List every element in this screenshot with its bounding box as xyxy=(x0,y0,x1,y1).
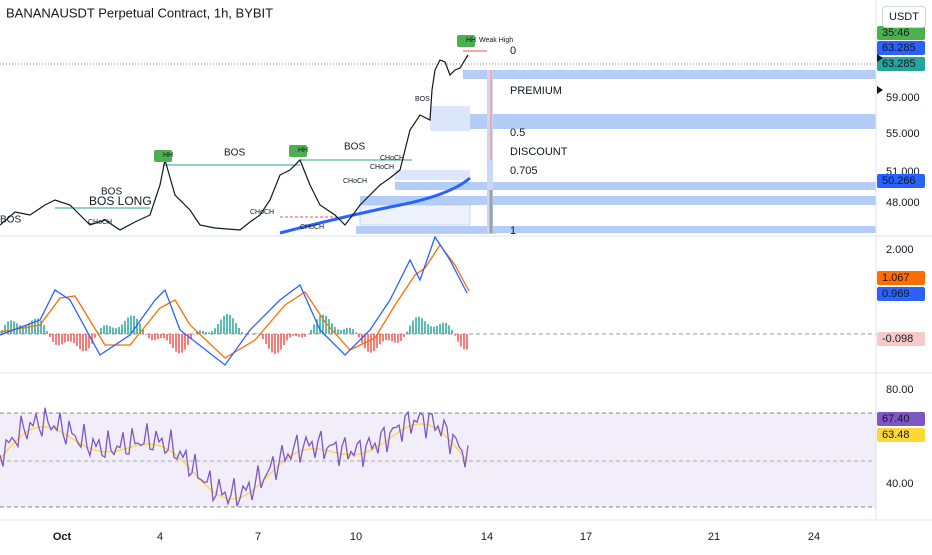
fib-label: DISCOUNT xyxy=(510,146,568,158)
rsi-label: 40.00 xyxy=(886,478,914,490)
ob-box xyxy=(359,204,471,226)
fib-label: PREMIUM xyxy=(510,85,562,97)
signal-line xyxy=(0,243,470,359)
price-tag: 63.285 xyxy=(882,42,916,54)
time-label: 14 xyxy=(481,531,493,543)
fib-box xyxy=(463,70,876,79)
annotation: BOS xyxy=(0,215,21,226)
hh-badge xyxy=(154,150,172,162)
fib-box xyxy=(356,226,876,233)
time-label: Oct xyxy=(53,531,72,543)
chart-title: BANANAUSDT Perpetual Contract, 1h, BYBIT xyxy=(6,5,273,20)
rsi-ma-tag-bg xyxy=(877,428,925,442)
annotation: CHoCH xyxy=(250,209,274,216)
annotation: CHoCH xyxy=(300,224,324,231)
annotation: BOS LONG xyxy=(89,194,152,208)
ma-tag: 50.266 xyxy=(882,175,916,187)
price-series xyxy=(0,54,469,231)
annotation: CHoCH xyxy=(370,164,394,171)
fib-box xyxy=(430,114,876,129)
price-label: 59.000 xyxy=(886,92,920,104)
time-label: 24 xyxy=(808,531,820,543)
rsi-label: 80.00 xyxy=(886,384,914,396)
price-label: 55.000 xyxy=(886,128,920,140)
rsi-line xyxy=(0,407,469,507)
annotation: HH xyxy=(298,147,308,154)
time-label: 21 xyxy=(708,531,720,543)
annotation: BOS xyxy=(224,148,245,159)
arrow xyxy=(877,54,883,62)
time-label: 17 xyxy=(580,531,592,543)
annotation: Weak High xyxy=(479,37,513,44)
countdown-tag-bg xyxy=(877,26,925,40)
time-label: 10 xyxy=(350,531,362,543)
fib-label: 1 xyxy=(510,225,516,237)
annotation: HH xyxy=(466,37,476,44)
ob-box xyxy=(395,170,470,180)
price-tag-bg xyxy=(877,41,925,55)
hist-tag: -0.098 xyxy=(882,333,913,345)
hh-badge xyxy=(457,35,475,47)
countdown-tag: 35:46 xyxy=(882,27,910,39)
annotation: HH xyxy=(163,152,173,159)
macd-tag: 0.969 xyxy=(882,288,910,300)
annotation: CHoCH xyxy=(380,155,404,162)
fib-label: 0 xyxy=(510,45,516,57)
fib-label: 0.705 xyxy=(510,165,538,177)
fib-box xyxy=(360,196,876,205)
annotation: CHoCH xyxy=(343,178,367,185)
price-label: 48.000 xyxy=(886,197,920,209)
macd-tag-bg xyxy=(877,287,925,301)
hist-tag-bg xyxy=(877,332,925,346)
annotation: BOS xyxy=(415,96,430,103)
time-label: 4 xyxy=(157,531,163,543)
annotation: BOS xyxy=(344,142,365,153)
signal-tag: 1.067 xyxy=(882,272,910,284)
price-tag: 63.285 xyxy=(882,58,916,70)
rsi-ma-tag: 63.48 xyxy=(882,429,910,441)
annotation: BOS xyxy=(101,187,122,198)
signal-tag-bg xyxy=(877,271,925,285)
fib-box xyxy=(395,182,876,190)
arrow xyxy=(877,86,883,94)
rsi-tag: 67.40 xyxy=(882,413,910,425)
macd-label: 2.000 xyxy=(886,244,914,256)
annotation: CHoCH xyxy=(88,219,112,226)
hh-badge xyxy=(289,145,307,157)
time-label: 7 xyxy=(255,531,261,543)
ob-box xyxy=(430,106,470,131)
ma-tag-bg xyxy=(877,174,925,188)
price-tag-bg xyxy=(877,57,925,71)
currency-button[interactable]: USDT xyxy=(882,6,926,28)
macd-line xyxy=(0,235,468,366)
fib-label: 0.5 xyxy=(510,127,525,139)
rsi-tag-bg xyxy=(877,412,925,426)
moving-average xyxy=(279,176,471,235)
